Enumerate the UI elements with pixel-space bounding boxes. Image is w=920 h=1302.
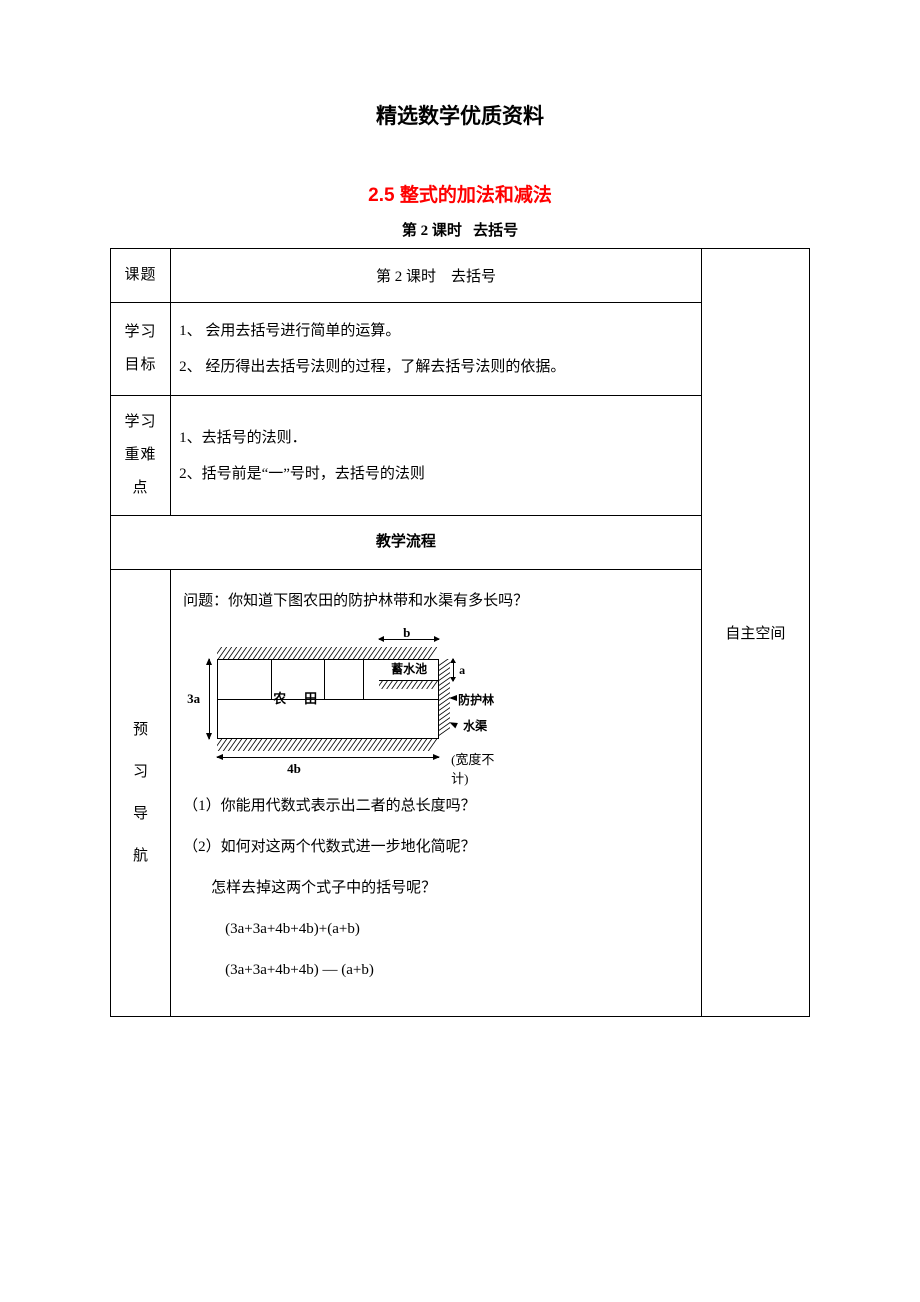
canal-label: 水渠	[463, 717, 487, 734]
content-focus: 1、去括号的法则． 2、括号前是“一”号时，去括号的法则	[171, 396, 702, 516]
content-topic: 第 2 课时 去括号	[171, 249, 702, 303]
goal-item-1: 1、 会用去括号进行简单的运算。	[179, 313, 693, 349]
flow-header: 教学流程	[111, 516, 702, 570]
label-goal: 学习目标	[111, 303, 171, 396]
preview-q3: 怎样去掉这两个式子中的括号呢？	[183, 875, 689, 902]
hatch-reservoir	[379, 681, 439, 689]
label-line: 重难	[119, 439, 162, 472]
dim-b: b	[403, 625, 410, 641]
field-divider	[363, 660, 364, 699]
reservoir-box: 蓄水池	[379, 659, 439, 681]
dim-a: a	[459, 663, 465, 678]
label-line: 预	[119, 709, 162, 751]
free-space: 自主空间	[701, 249, 809, 1017]
dim-3a: 3a	[187, 691, 200, 707]
field-diagram: b 蓄水池 农田 3a a	[183, 629, 503, 779]
dim-line-a	[453, 659, 454, 681]
label-line: 学习	[119, 406, 162, 439]
section-number: 2.5	[368, 185, 394, 206]
width-note: (宽度不计)	[451, 749, 503, 787]
goal-item-2: 2、 经历得出去括号法则的过程，了解去括号法则的依据。	[179, 349, 693, 385]
lesson-index: 第 2 课时	[402, 223, 462, 239]
forest-label: 防护林	[458, 691, 494, 708]
preview-q2: （2）如何对这两个代数式进一步地化简呢？	[183, 834, 689, 861]
content-preview: 问题：你知道下图农田的防护林带和水渠有多长吗？ b 蓄水池 农田	[171, 570, 702, 1017]
preview-expr2: (3a+3a+4b+4b) — (a+b)	[183, 957, 689, 984]
field-divider	[271, 660, 272, 699]
hatch-bottom	[217, 739, 439, 751]
label-focus: 学习 重难 点	[111, 396, 171, 516]
label-line: 点	[119, 472, 162, 505]
section-name: 整式的加法和减法	[400, 185, 552, 206]
label-topic: 课题	[111, 249, 171, 303]
lesson-table: 课题 第 2 课时 去括号 自主空间 学习目标 1、 会用去括号进行简单的运算。…	[110, 248, 810, 1017]
preview-q1: （1）你能用代数式表示出二者的总长度吗？	[183, 793, 689, 820]
label-line: 习	[119, 751, 162, 793]
hatch-top	[217, 647, 439, 659]
section-title: 2.5 整式的加法和减法	[110, 180, 810, 207]
dim-4b: 4b	[287, 761, 301, 777]
content-goal: 1、 会用去括号进行简单的运算。 2、 经历得出去括号法则的过程，了解去括号法则…	[171, 303, 702, 396]
arrow-forest-icon	[449, 695, 457, 701]
dim-line-4b	[217, 757, 439, 758]
field-label: 农田	[273, 688, 335, 707]
preview-question: 问题：你知道下图农田的防护林带和水渠有多长吗？	[183, 588, 689, 615]
lesson-title: 第 2 课时 去括号	[110, 219, 810, 240]
label-line: 导	[119, 793, 162, 835]
focus-item-2: 2、括号前是“一”号时，去括号的法则	[179, 456, 693, 492]
lesson-name: 去括号	[473, 223, 518, 239]
label-preview: 预 习 导 航	[111, 570, 171, 1017]
page-title: 精选数学优质资料	[110, 100, 810, 130]
label-line: 航	[119, 835, 162, 877]
dim-line-3a	[209, 659, 210, 739]
focus-item-1: 1、去括号的法则．	[179, 420, 693, 456]
preview-expr1: (3a+3a+4b+4b)+(a+b)	[183, 916, 689, 943]
table-row: 课题 第 2 课时 去括号 自主空间	[111, 249, 810, 303]
